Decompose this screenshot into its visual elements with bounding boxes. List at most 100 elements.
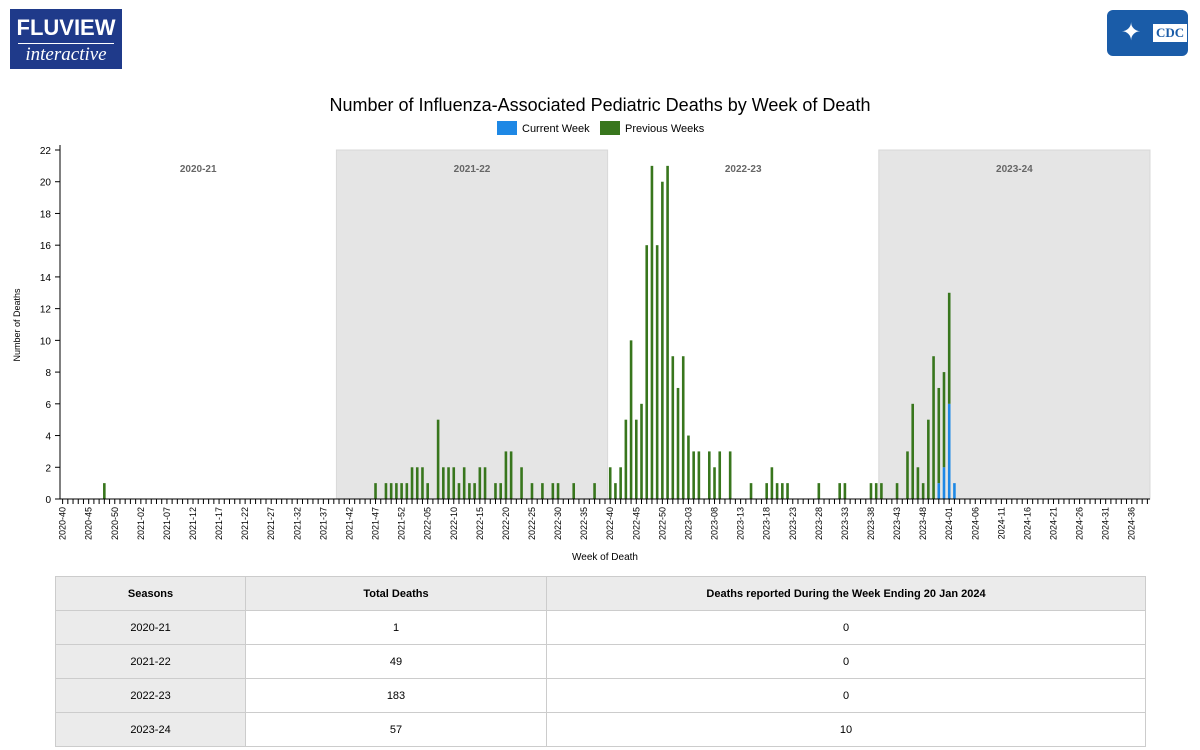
x-tick-label: 2021-27 (266, 507, 276, 540)
logo-main: FLUVIEW (16, 15, 116, 40)
y-tick-label: 4 (45, 432, 51, 443)
y-tick-label: 6 (45, 400, 51, 411)
chart-title: Number of Influenza-Associated Pediatric… (330, 95, 871, 115)
season-cell: 2022-23 (55, 678, 246, 713)
bar-previous-weeks (728, 451, 732, 499)
bar-previous-weeks (374, 483, 377, 499)
bar-previous-weeks (478, 467, 482, 499)
bar-previous-weeks (572, 483, 576, 499)
bar-previous-weeks (906, 451, 909, 499)
bar-previous-weeks (614, 483, 617, 499)
bar-previous-weeks (556, 483, 560, 499)
y-tick-label: 8 (45, 368, 51, 379)
season-band (335, 149, 609, 500)
bar-previous-weeks (447, 467, 450, 499)
bar-previous-weeks (765, 483, 768, 499)
x-tick-label: 2020-45 (84, 507, 94, 540)
bar-previous-weeks (681, 356, 685, 499)
bar-previous-weeks (494, 483, 497, 499)
bar-previous-weeks (541, 483, 544, 499)
x-tick-label: 2021-32 (292, 507, 302, 540)
x-tick-label: 2024-31 (1101, 507, 1111, 540)
x-tick-label: 2023-08 (710, 507, 720, 540)
bar-previous-weeks (509, 451, 513, 499)
x-tick-label: 2024-36 (1127, 507, 1137, 540)
x-tick-label: 2021-02 (136, 507, 146, 540)
chart: Number of Influenza-Associated Pediatric… (12, 95, 1151, 563)
fluview-logo[interactable]: FLUVIEW interactive (10, 9, 122, 69)
x-tick-label: 2022-30 (553, 507, 563, 540)
bar-previous-weeks (629, 340, 633, 499)
table-row: 2021-22 49 0 (55, 644, 1146, 679)
legend-current-swatch (497, 121, 517, 135)
bar-current-week (942, 467, 946, 499)
legend-previous-swatch (600, 121, 620, 135)
bar-previous-weeks (781, 483, 784, 499)
col-header: Total Deaths (245, 576, 547, 611)
bar-previous-weeks (895, 483, 899, 499)
bar-previous-weeks (770, 467, 774, 499)
bar-previous-weeks (671, 356, 675, 499)
bar-previous-weeks (708, 451, 711, 499)
x-tick-label: 2023-48 (918, 507, 928, 540)
bar-previous-weeks (462, 467, 466, 499)
y-tick-label: 10 (40, 336, 52, 347)
total-cell: 183 (245, 678, 547, 713)
week-cell: 0 (546, 678, 1146, 713)
bar-previous-weeks (661, 181, 664, 499)
bar-previous-weeks (442, 467, 445, 499)
y-tick-label: 18 (40, 209, 52, 220)
cdc-logo-text: CDC (1153, 24, 1188, 42)
bar-previous-weeks (436, 419, 440, 499)
x-tick-label: 2022-25 (527, 507, 537, 540)
bar-previous-weeks (499, 483, 502, 499)
bar-previous-weeks (452, 467, 456, 499)
table-row: 2020-21 1 0 (55, 610, 1146, 645)
bar-previous-weeks (786, 483, 789, 499)
table-header-row: Seasons Total Deaths Deaths reported Durin… (55, 576, 1146, 611)
season-label: 2023-24 (996, 164, 1033, 175)
season-summary-table: Seasons Total Deaths Deaths reported Durin… (55, 576, 1146, 747)
bar-previous-weeks (389, 483, 393, 499)
y-tick-label: 20 (40, 178, 52, 189)
bar-previous-weeks (817, 483, 821, 499)
bar-previous-weeks (838, 483, 841, 499)
season-band (878, 149, 1151, 500)
bar-previous-weeks (551, 483, 555, 499)
x-tick-label: 2022-15 (475, 507, 485, 540)
cdc-logo[interactable]: ✦ CDC (1107, 10, 1188, 56)
bar-previous-weeks (410, 467, 414, 499)
col-header: Deaths reported During the Week Ending 2… (546, 576, 1146, 611)
bar-previous-weeks (869, 483, 873, 499)
bar-previous-weeks (473, 483, 476, 499)
bar-previous-weeks (645, 245, 649, 499)
table-row: 2022-23 183 0 (55, 678, 1146, 713)
bar-previous-weeks (932, 356, 935, 499)
hhs-eagle-icon: ✦ (1121, 19, 1142, 46)
bar-previous-weeks (608, 467, 612, 499)
x-tick-label: 2021-07 (162, 507, 172, 540)
x-tick-label: 2022-10 (449, 507, 459, 540)
bar-previous-weeks (457, 483, 461, 499)
y-tick-label: 0 (45, 495, 51, 506)
x-tick-label: 2023-23 (788, 507, 798, 540)
y-tick-label: 14 (40, 273, 52, 284)
bar-previous-weeks (405, 483, 409, 499)
week-cell: 10 (546, 712, 1146, 747)
total-cell: 1 (245, 610, 547, 645)
week-cell: 0 (546, 644, 1146, 679)
x-tick-label: 2024-21 (1049, 507, 1059, 540)
bar-previous-weeks (530, 483, 534, 499)
bar-previous-weeks (775, 483, 779, 499)
col-header: Seasons (55, 576, 246, 611)
bar-previous-weeks (468, 483, 471, 499)
season-cell: 2020-21 (55, 610, 246, 645)
logo-sub: interactive (18, 43, 114, 66)
bar-previous-weeks (483, 467, 487, 499)
bar-previous-weeks (713, 467, 716, 499)
bar-current-week (937, 483, 941, 499)
table-row: 2023-24 57 10 (55, 712, 1146, 747)
week-cell: 0 (546, 610, 1146, 645)
bar-previous-weeks (421, 467, 424, 499)
x-tick-label: 2023-33 (840, 507, 850, 540)
